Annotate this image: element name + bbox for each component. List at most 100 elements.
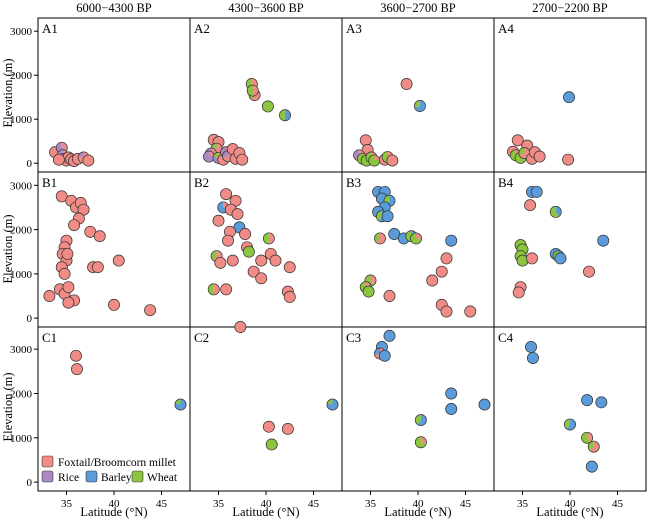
x-axis-label-col-2: Latitude (°N) [232,505,299,519]
site-point [62,296,75,309]
pie-slice [370,274,377,286]
column-title-2: 4300−3600 BP [228,1,304,15]
point-outline [587,440,600,453]
pie-slice [62,297,74,309]
point-outline [174,398,187,411]
point-outline [326,398,339,411]
site-point [112,254,125,267]
panel-a4: A4 [493,17,647,173]
point-outline [383,290,396,302]
point-outline [262,420,275,433]
pie-slice [92,261,104,273]
site-point [82,154,95,167]
panels: A1 0 1000 2000 3000 A2 A3 A4 B1 0 1000 2000 3000 B2 B3… [10,17,647,510]
pie-slice [379,350,391,362]
site-point [283,290,296,303]
site-point [246,84,259,97]
column-title-3: 3600−2700 BP [380,1,456,15]
column-title-1: 6000−4300 BP [76,1,152,15]
pie-slice [239,228,251,240]
pie-slice [566,418,576,431]
pie-slice [353,149,360,160]
y-tick-label: 1000 [10,269,33,281]
point-outline [381,210,394,223]
legend-item-wheat: Wheat [131,470,178,484]
site-point [222,234,234,247]
site-point [214,256,227,269]
site-point [207,283,220,296]
point-outline [530,185,543,198]
point-outline [533,150,546,163]
site-point [526,252,538,265]
panel-frame [189,171,343,328]
pie-slice [248,266,260,278]
x-tick-label: 35 [365,498,377,510]
pie-slice [386,154,398,167]
x-tick-label: 45 [612,498,624,510]
y-tick-label: 1000 [10,114,33,126]
point-outline [52,153,65,166]
point-outline [413,100,426,112]
pie-slice [62,281,74,293]
panel-tag: A3 [346,21,362,36]
legend-swatch-millet [41,455,54,468]
point-outline [261,100,274,113]
site-point [595,396,608,409]
pie-slice [527,352,539,364]
pie-slice [416,232,422,241]
site-point [279,109,291,122]
point-outline [236,153,249,166]
point-outline [410,232,423,245]
column-title-4: 2700−2200 BP [532,1,608,15]
pie-slice [415,436,427,448]
panel-tag: B1 [42,175,57,190]
y-axis-label-row-b: Elevation (m) [1,214,15,283]
site-point [583,265,595,278]
pie-slice [555,206,562,217]
point-outline [220,188,233,201]
pie-slice [251,78,258,86]
panel-tag: A4 [498,21,514,36]
pie-slice [284,291,296,303]
pie-slice [583,266,595,278]
point-outline [554,252,567,265]
site-point [524,199,537,212]
site-point [597,234,610,247]
pie-slice [405,230,412,242]
site-point [563,91,576,104]
site-point [445,387,458,400]
pie-slice [266,438,278,451]
site-point [239,228,252,240]
panel-b1: B1 0 1000 2000 3000 [10,171,191,328]
legend: Foxtail/Broomcorn millet Rice Barley Whe… [41,455,178,484]
x-axis-label-col-3: Latitude (°N) [384,505,451,519]
pie-slice [374,347,380,356]
point-outline [585,460,598,473]
site-point [440,305,453,318]
site-point [220,188,233,201]
pie-slice [222,235,234,247]
pie-slice [562,154,574,166]
site-point [410,232,423,245]
point-outline [144,304,157,317]
pie-slice [363,285,375,298]
y-tick-label: 0 [27,158,33,170]
site-point [93,230,106,243]
panel-b2: B2 [189,171,343,328]
pie-slice [285,109,291,121]
site-point [368,154,381,167]
panel-tag: A1 [42,21,58,36]
site-point [61,247,74,260]
pie-slice [426,274,438,287]
site-point [445,234,458,247]
pie-slice [82,154,94,167]
point-outline [247,265,260,278]
panel-tag: B3 [346,175,361,190]
pie-slice [590,441,600,453]
pie-slice [368,154,380,167]
site-point [554,252,567,265]
pie-slice [255,272,267,284]
x-axis-labels: Latitude (°N) Latitude (°N) Latitude (°N… [80,505,603,519]
point-outline [265,438,278,451]
